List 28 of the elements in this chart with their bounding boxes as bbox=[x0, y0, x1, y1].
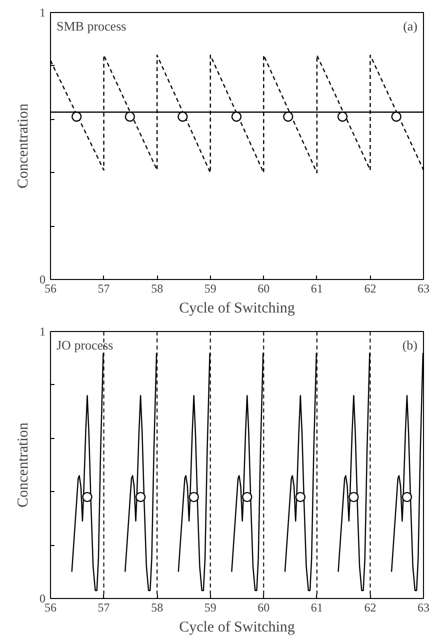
y-axis-title: Concentration bbox=[16, 103, 32, 188]
annotation: (a) bbox=[403, 18, 418, 34]
y-tick-label: 1 bbox=[40, 324, 46, 338]
x-tick-label: 56 bbox=[44, 600, 56, 614]
x-tick-label: 60 bbox=[258, 600, 270, 614]
x-tick-label: 56 bbox=[44, 282, 56, 296]
x-tick-label: 58 bbox=[151, 600, 164, 614]
annotation: JO process bbox=[56, 338, 114, 352]
x-axis-title: Cycle of Switching bbox=[179, 620, 296, 636]
y-tick-label: 0 bbox=[40, 592, 46, 606]
x-tick-label: 61 bbox=[310, 282, 323, 296]
annotation: (b) bbox=[402, 338, 418, 352]
x-tick-label: 63 bbox=[418, 282, 430, 296]
y-tick-label: 0 bbox=[40, 272, 46, 286]
x-tick-label: 61 bbox=[310, 600, 323, 614]
x-tick-label: 62 bbox=[364, 282, 376, 296]
x-tick-label: 57 bbox=[98, 600, 110, 614]
x-tick-label: 57 bbox=[98, 282, 110, 296]
y-tick-label: 1 bbox=[40, 6, 46, 20]
y-axis-title: Concentration bbox=[16, 422, 32, 508]
x-tick-label: 59 bbox=[204, 600, 216, 614]
x-tick-label: 63 bbox=[418, 600, 430, 614]
annotation: SMB process bbox=[56, 18, 126, 34]
x-tick-label: 59 bbox=[204, 282, 216, 296]
x-tick-label: 62 bbox=[364, 600, 376, 614]
x-tick-label: 58 bbox=[151, 282, 164, 296]
x-tick-label: 60 bbox=[258, 282, 270, 296]
x-axis-title: Cycle of Switching bbox=[179, 300, 296, 316]
